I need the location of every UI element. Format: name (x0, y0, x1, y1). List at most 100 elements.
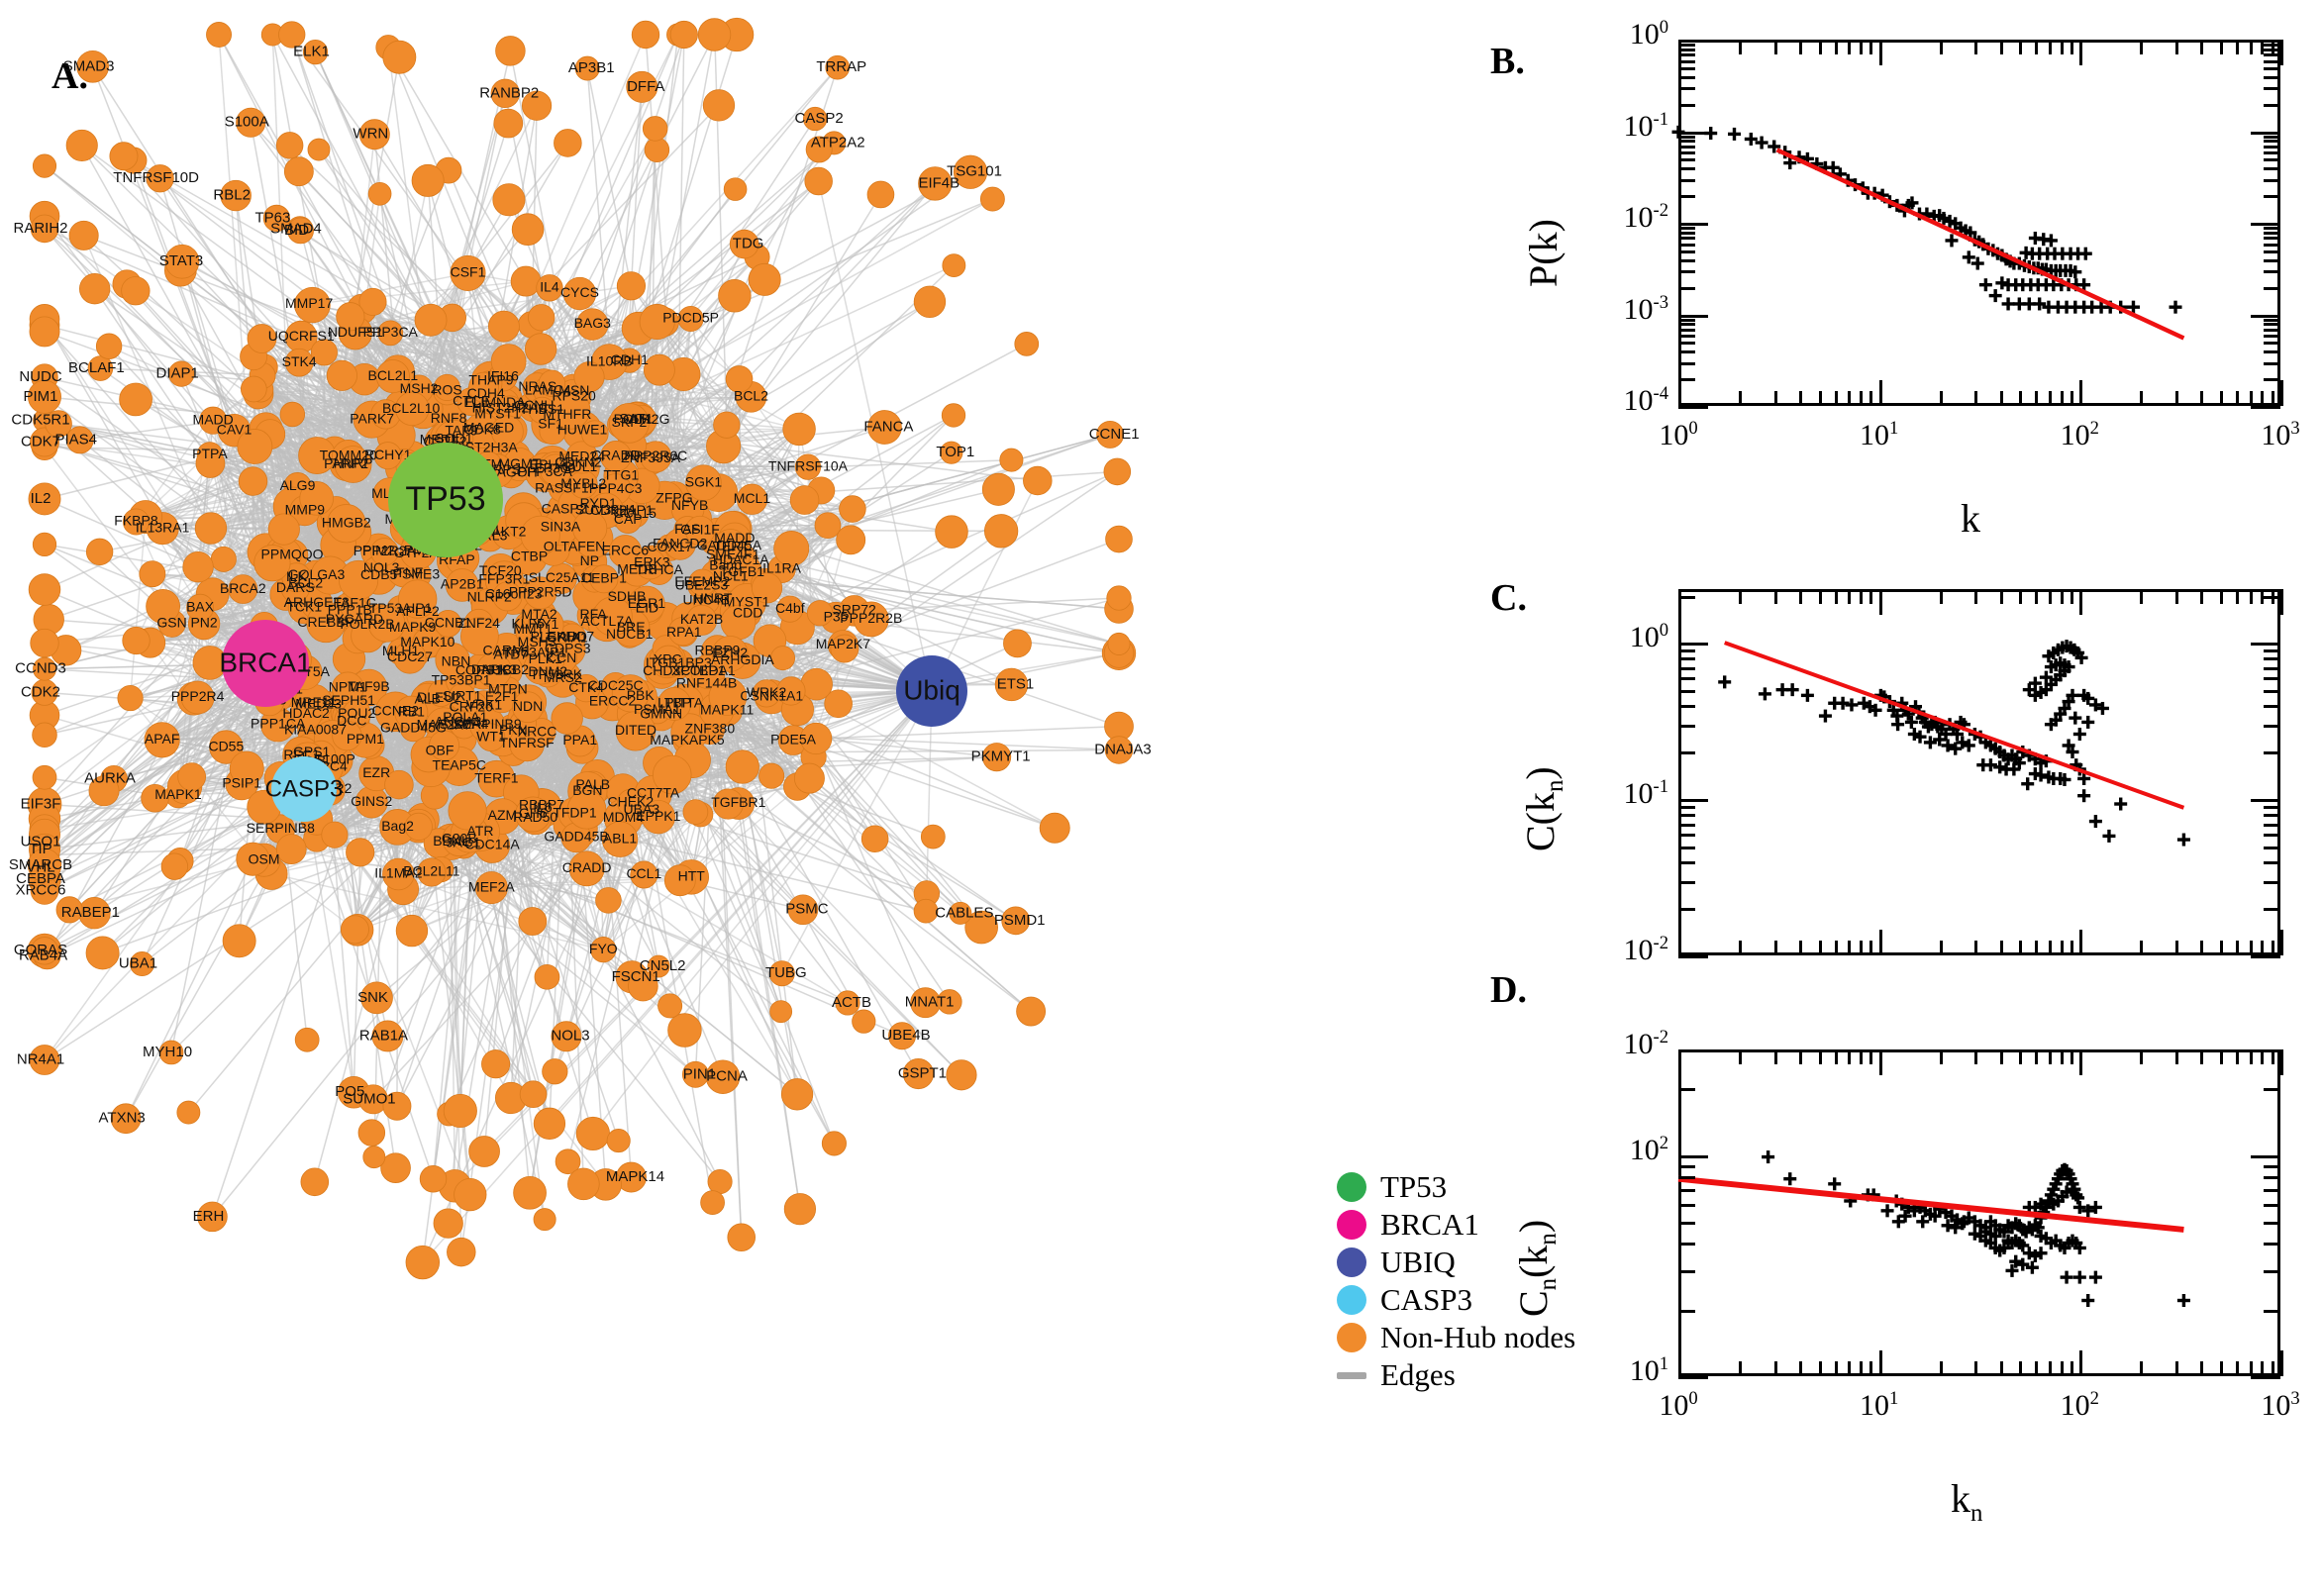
network-node[interactable] (821, 1131, 847, 1156)
network-node[interactable] (395, 914, 429, 948)
network-node[interactable] (267, 513, 300, 546)
network-node[interactable] (571, 673, 601, 703)
network-node[interactable] (275, 834, 307, 864)
network-node[interactable] (725, 749, 759, 784)
network-node[interactable] (643, 353, 675, 386)
network-node[interactable] (554, 129, 582, 157)
network-node[interactable] (606, 1129, 631, 1153)
network-node[interactable] (339, 559, 379, 601)
network-node[interactable] (275, 132, 304, 159)
network-node[interactable] (551, 390, 591, 430)
network-node[interactable] (1106, 585, 1132, 611)
network-node[interactable] (299, 481, 335, 516)
network-node[interactable] (782, 412, 816, 447)
network-node[interactable] (300, 1167, 330, 1197)
network-node[interactable] (983, 514, 1019, 549)
network-node[interactable] (712, 788, 744, 820)
network-node[interactable] (783, 1193, 817, 1226)
network-node[interactable] (688, 568, 717, 597)
network-node[interactable] (581, 420, 609, 448)
network-node[interactable] (567, 1167, 600, 1201)
network-node[interactable] (935, 515, 968, 549)
network-node[interactable] (139, 560, 166, 588)
network-node[interactable] (182, 550, 214, 583)
network-node[interactable] (794, 453, 822, 480)
network-node[interactable] (941, 403, 966, 428)
network-node[interactable] (515, 796, 552, 833)
network-node[interactable] (340, 915, 369, 945)
network-node[interactable] (653, 645, 685, 677)
network-node[interactable] (538, 369, 566, 398)
network-node[interactable] (999, 448, 1024, 472)
network-node[interactable] (222, 924, 256, 958)
network-node[interactable] (393, 641, 427, 674)
network-node[interactable] (32, 532, 57, 557)
network-node[interactable] (566, 789, 607, 830)
network-node[interactable] (176, 1100, 201, 1125)
network-node[interactable] (727, 1223, 756, 1252)
network-node[interactable] (448, 791, 487, 831)
network-node[interactable] (685, 464, 722, 501)
network-node[interactable] (852, 1009, 876, 1034)
network-node[interactable] (357, 1119, 386, 1147)
network-node[interactable] (814, 512, 842, 540)
network-node[interactable] (229, 750, 264, 786)
network-node[interactable] (592, 596, 633, 637)
network-node[interactable] (109, 142, 139, 171)
network-node[interactable] (122, 626, 151, 655)
network-node[interactable] (481, 1049, 511, 1079)
network-node[interactable] (751, 572, 783, 604)
network-node[interactable] (575, 1116, 610, 1150)
network-node[interactable] (459, 617, 499, 656)
network-node[interactable] (510, 265, 542, 297)
network-node[interactable] (370, 538, 399, 566)
network-node[interactable] (663, 864, 696, 897)
network-node[interactable] (758, 762, 785, 789)
network-node[interactable] (946, 1059, 977, 1091)
network-node[interactable] (419, 1165, 448, 1193)
network-node[interactable] (718, 279, 752, 313)
network-node[interactable] (551, 702, 583, 735)
network-graph[interactable]: CDC14BTHAP9KIAA0087ATD7TP53RKMAGEDDHCR24… (0, 0, 1465, 1596)
network-node[interactable] (362, 1146, 386, 1169)
network-node[interactable] (119, 382, 152, 417)
network-node[interactable] (398, 579, 438, 619)
network-node[interactable] (513, 1175, 547, 1210)
network-node[interactable] (653, 754, 692, 795)
network-node[interactable] (573, 361, 605, 393)
network-node[interactable] (306, 603, 346, 644)
network-node[interactable] (321, 821, 349, 848)
network-node[interactable] (468, 1136, 500, 1167)
network-node[interactable] (474, 871, 508, 905)
network-node[interactable] (404, 812, 433, 842)
network-node[interactable] (609, 402, 650, 444)
network-node[interactable] (836, 525, 866, 555)
network-node[interactable] (443, 1093, 477, 1129)
network-node[interactable] (528, 304, 556, 332)
network-node[interactable] (657, 687, 692, 721)
network-node[interactable] (367, 181, 392, 206)
network-node[interactable] (776, 595, 804, 623)
network-node[interactable] (542, 1058, 568, 1085)
network-node[interactable] (445, 568, 479, 602)
network-node[interactable] (723, 177, 748, 201)
network-node[interactable] (346, 838, 375, 867)
network-node[interactable] (866, 180, 895, 209)
network-node[interactable] (327, 504, 366, 544)
network-node[interactable] (824, 689, 853, 719)
network-node[interactable] (492, 581, 523, 612)
network-node[interactable] (644, 137, 670, 163)
network-node[interactable] (492, 183, 526, 217)
network-node[interactable] (493, 108, 524, 139)
network-node[interactable] (1023, 465, 1053, 496)
network-node[interactable] (702, 89, 736, 122)
network-node[interactable] (534, 963, 560, 990)
network-node[interactable] (490, 415, 524, 449)
network-node[interactable] (1016, 996, 1047, 1027)
network-node[interactable] (209, 730, 244, 764)
network-node[interactable] (634, 548, 666, 580)
network-node[interactable] (942, 253, 966, 278)
network-node[interactable] (394, 695, 429, 730)
network-node[interactable] (524, 576, 557, 610)
network-node[interactable] (85, 538, 114, 566)
